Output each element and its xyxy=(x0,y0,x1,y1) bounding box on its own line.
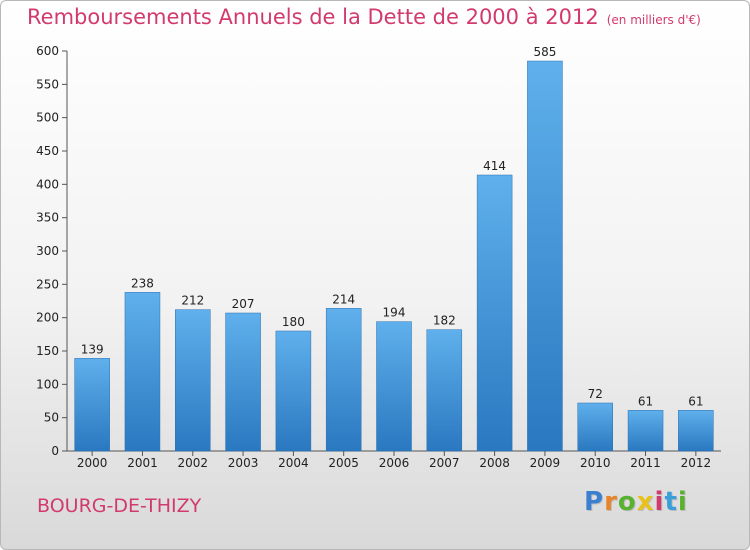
logo-letter: i xyxy=(677,487,688,517)
bar-value-label: 585 xyxy=(533,45,556,59)
y-tick-label: 450 xyxy=(36,144,59,158)
y-tick-label: 350 xyxy=(36,211,59,225)
logo-letter: P xyxy=(584,487,605,517)
bar-value-label: 61 xyxy=(688,394,703,408)
bar xyxy=(225,312,261,452)
x-tick-label: 2005 xyxy=(328,456,359,470)
bar-value-label: 180 xyxy=(282,315,305,329)
y-tick-label: 500 xyxy=(36,111,59,125)
bar-value-label: 194 xyxy=(383,306,406,320)
logo-letter: r xyxy=(604,487,618,517)
chart-bars xyxy=(74,60,714,452)
bar xyxy=(627,410,664,452)
y-tick-label: 550 xyxy=(36,77,59,91)
y-tick-label: 600 xyxy=(36,44,59,58)
x-tick-label: 2004 xyxy=(278,456,309,470)
bar-value-label: 414 xyxy=(483,159,506,173)
x-tick-label: 2007 xyxy=(429,456,460,470)
x-tick-label: 2000 xyxy=(77,456,108,470)
x-tick-label: 2012 xyxy=(681,456,712,470)
x-tick-label: 2009 xyxy=(530,456,561,470)
bar-value-label: 182 xyxy=(433,314,456,328)
chart-title-text: Remboursements Annuels de la Dette de 20… xyxy=(27,5,599,29)
bar xyxy=(476,174,513,452)
logo-letter: t xyxy=(664,487,678,517)
x-tick-label: 2002 xyxy=(177,456,208,470)
bar xyxy=(175,309,211,452)
bar-value-label: 72 xyxy=(588,387,603,401)
x-tick-label: 2010 xyxy=(580,456,611,470)
bar xyxy=(124,292,161,452)
bar-value-label: 207 xyxy=(232,297,255,311)
y-tick-label: 50 xyxy=(44,411,59,425)
bar xyxy=(275,330,312,452)
x-tick-label: 2003 xyxy=(228,456,259,470)
y-tick-label: 100 xyxy=(36,377,59,391)
chart-axes: 0 50 100 150 200 250 300 350 400 450 500 550 600 2000… xyxy=(36,44,721,470)
logo-letter: o xyxy=(617,487,637,517)
chart-value-labels: 139 238 212 207 180 214 194 182 414 585 72 61 61 xyxy=(81,45,704,408)
city-name: BOURG-DE-THIZY xyxy=(37,495,202,517)
chart-title: Remboursements Annuels de la Dette de 20… xyxy=(27,5,701,29)
logo-letter: i xyxy=(654,487,665,517)
y-tick-label: 200 xyxy=(36,311,59,325)
y-tick-label: 400 xyxy=(36,177,59,191)
bar xyxy=(325,308,362,452)
bar-value-label: 212 xyxy=(181,294,204,308)
bar-value-label: 139 xyxy=(81,342,104,356)
bar xyxy=(577,402,613,452)
proxiti-logo: Proxiti xyxy=(584,487,688,517)
bar xyxy=(426,329,463,452)
bar-value-label: 61 xyxy=(638,394,653,408)
chart-subtitle: (en milliers d'€) xyxy=(606,13,701,27)
x-tick-label: 2008 xyxy=(479,456,510,470)
y-tick-label: 300 xyxy=(36,244,59,258)
x-tick-label: 2006 xyxy=(379,456,410,470)
bar-value-label: 238 xyxy=(131,276,154,290)
x-tick-label: 2001 xyxy=(127,456,158,470)
bar xyxy=(678,410,714,452)
y-tick-label: 0 xyxy=(51,444,59,458)
bar xyxy=(74,358,110,452)
bar-value-label: 214 xyxy=(332,292,355,306)
bar xyxy=(527,60,563,452)
y-tick-label: 250 xyxy=(36,277,59,291)
logo-letter: x xyxy=(636,487,655,517)
bar xyxy=(376,321,412,452)
y-tick-label: 150 xyxy=(36,344,59,358)
x-tick-label: 2011 xyxy=(630,456,661,470)
